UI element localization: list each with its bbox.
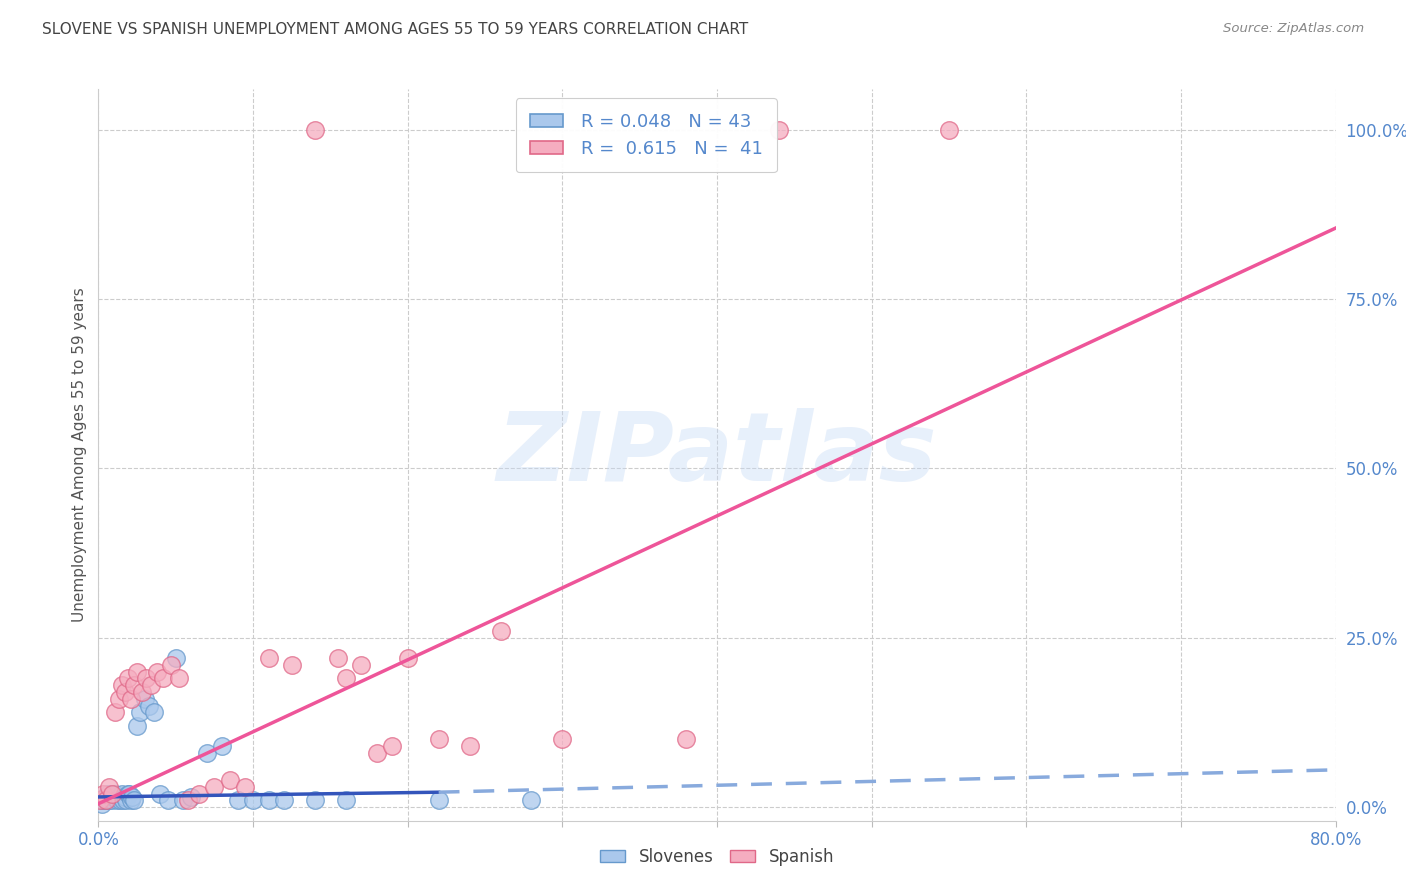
Text: ZIPatlas: ZIPatlas (496, 409, 938, 501)
Point (195, 746, 218, 760)
Point (111, 678, 134, 692)
Point (177, 793, 200, 807)
Point (98, 793, 121, 807)
Point (117, 787, 139, 801)
Point (188, 787, 211, 801)
Y-axis label: Unemployment Among Ages 55 to 59 years: Unemployment Among Ages 55 to 59 years (72, 287, 87, 623)
Point (138, 698, 160, 713)
Point (115, 793, 138, 807)
Point (118, 787, 141, 801)
Point (551, 732, 574, 747)
Point (104, 787, 127, 801)
Point (219, 772, 242, 787)
Legend: Slovenes, Spanish: Slovenes, Spanish (592, 839, 842, 874)
Point (326, 651, 350, 665)
Point (335, 793, 357, 807)
Point (127, 719, 149, 733)
Point (104, 706, 127, 720)
Point (226, 793, 249, 807)
Point (120, 691, 142, 706)
Point (427, 732, 450, 747)
Point (165, 651, 187, 665)
Point (121, 789, 143, 804)
Point (204, 780, 226, 794)
Point (96, 793, 118, 807)
Point (768, 123, 790, 137)
Point (335, 672, 357, 686)
Point (112, 793, 135, 807)
Point (489, 624, 512, 638)
Point (427, 793, 450, 807)
Point (117, 672, 139, 686)
Point (107, 789, 129, 804)
Point (173, 793, 195, 807)
Point (160, 657, 183, 672)
Point (129, 706, 152, 720)
Point (520, 793, 543, 807)
Point (149, 787, 172, 801)
Point (98, 780, 121, 794)
Point (157, 793, 180, 807)
Point (131, 685, 153, 699)
Point (350, 657, 373, 672)
Point (103, 789, 125, 804)
Point (93, 789, 115, 804)
Point (101, 787, 124, 801)
Point (114, 789, 136, 804)
Point (458, 739, 481, 753)
Point (675, 732, 697, 747)
Point (257, 793, 280, 807)
Point (242, 793, 264, 807)
Point (111, 787, 134, 801)
Point (281, 657, 304, 672)
Point (89, 793, 111, 807)
Point (122, 678, 145, 692)
Point (100, 789, 122, 804)
Point (91, 787, 114, 801)
Point (114, 685, 136, 699)
Point (134, 691, 156, 706)
Point (120, 793, 142, 807)
Point (304, 123, 326, 137)
Point (152, 672, 174, 686)
Point (938, 123, 960, 137)
Point (167, 672, 190, 686)
Point (89, 793, 111, 807)
Point (304, 793, 326, 807)
Point (235, 780, 257, 794)
Point (143, 706, 166, 720)
Point (146, 665, 169, 679)
Point (139, 678, 162, 692)
Point (127, 665, 149, 679)
Point (257, 651, 280, 665)
Point (211, 739, 233, 753)
Point (180, 789, 202, 804)
Point (97, 787, 120, 801)
Point (135, 672, 157, 686)
Point (101, 793, 124, 807)
Point (396, 651, 419, 665)
Point (96, 793, 118, 807)
Point (366, 746, 388, 760)
Point (105, 793, 128, 807)
Point (381, 739, 404, 753)
Point (108, 793, 131, 807)
Point (90, 797, 112, 811)
Text: SLOVENE VS SPANISH UNEMPLOYMENT AMONG AGES 55 TO 59 YEARS CORRELATION CHART: SLOVENE VS SPANISH UNEMPLOYMENT AMONG AG… (42, 22, 748, 37)
Point (122, 793, 145, 807)
Point (273, 793, 295, 807)
Point (107, 691, 129, 706)
Text: Source: ZipAtlas.com: Source: ZipAtlas.com (1223, 22, 1364, 36)
Point (91, 793, 114, 807)
